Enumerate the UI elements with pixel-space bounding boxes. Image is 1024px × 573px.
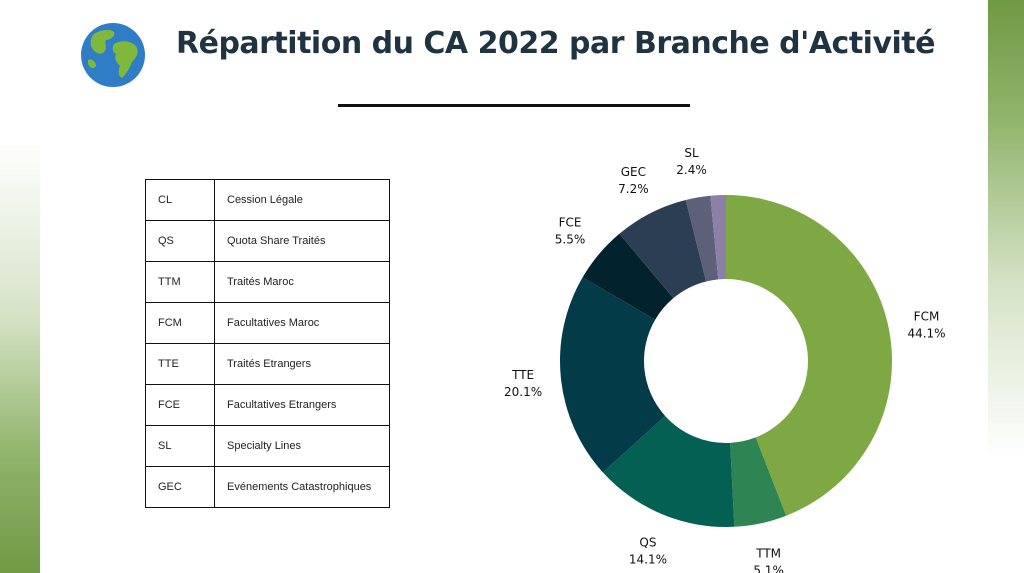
table-row: FCM Facultatives Maroc	[145, 302, 390, 344]
table-row: SL Specialty Lines	[145, 425, 390, 467]
table-row: GEC Evénements Catastrophiques	[145, 466, 390, 508]
slice-label: TTE	[511, 368, 534, 382]
title-underline	[338, 104, 690, 107]
slice-label: QS	[639, 535, 656, 549]
page-title: Répartition du CA 2022 par Branche d'Act…	[176, 26, 935, 61]
slice-value-label: 14.1%	[629, 552, 667, 566]
table-row: FCE Facultatives Etrangers	[145, 384, 390, 426]
slice-value-label: 5.5%	[555, 232, 586, 246]
donut-slice-gec	[619, 199, 707, 299]
abbreviation-code: CL	[145, 179, 215, 221]
abbreviation-code: GEC	[145, 466, 215, 508]
abbreviation-label: Facultatives Maroc	[214, 302, 390, 344]
slice-value-label: 7.2%	[618, 182, 649, 196]
abbreviation-code: FCE	[145, 384, 215, 426]
slice-value-label: 20.1%	[504, 385, 542, 399]
right-gradient-band	[988, 0, 1024, 573]
table-row: CL Cession Légale	[145, 179, 390, 221]
donut-slice-sl	[685, 195, 719, 282]
abbreviation-label: Evénements Catastrophiques	[214, 466, 390, 508]
abbreviation-table: CL Cession Légale QS Quota Share Traités TTM…	[145, 179, 390, 508]
abbreviation-label: Facultatives Etrangers	[214, 384, 390, 426]
slice-label: GEC	[621, 165, 646, 179]
abbreviation-code: TTE	[145, 343, 215, 385]
slice-value-label: 2.4%	[676, 163, 707, 177]
donut-slice-qs	[602, 415, 735, 527]
abbreviation-label: Traités Etrangers	[214, 343, 390, 385]
abbreviation-code: FCM	[145, 302, 215, 344]
abbreviation-label: Cession Légale	[214, 179, 390, 221]
donut-slice	[710, 195, 726, 280]
slice-label: FCM	[914, 309, 940, 323]
table-row: TTM Traités Maroc	[145, 261, 390, 303]
table-row: QS Quota Share Traités	[145, 220, 390, 262]
slice-value-label: 44.1%	[907, 326, 945, 340]
slice-label: FCE	[559, 215, 582, 229]
slice-label: SL	[684, 146, 699, 160]
abbreviation-label: Quota Share Traités	[214, 220, 390, 262]
abbreviation-code: TTM	[145, 261, 215, 303]
left-gradient-band	[0, 0, 40, 573]
donut-slice-ttm	[730, 437, 787, 527]
table-row: TTE Traités Etrangers	[145, 343, 390, 385]
abbreviation-code: SL	[145, 425, 215, 467]
slice-label: TTM	[755, 546, 781, 560]
abbreviation-code: QS	[145, 220, 215, 262]
donut-slice-fce	[582, 233, 674, 320]
donut-slice-tte	[560, 277, 666, 473]
donut-chart: FCM 44.1% TTM 5.1% QS 14.1% TTE 20.1% FCE 5.5% GEC…	[504, 146, 946, 573]
donut-slice-fcm	[726, 195, 892, 516]
globe-icon	[81, 23, 145, 87]
abbreviation-label: Specialty Lines	[214, 425, 390, 467]
slice-value-label: 5.1%	[753, 563, 784, 573]
abbreviation-label: Traités Maroc	[214, 261, 390, 303]
